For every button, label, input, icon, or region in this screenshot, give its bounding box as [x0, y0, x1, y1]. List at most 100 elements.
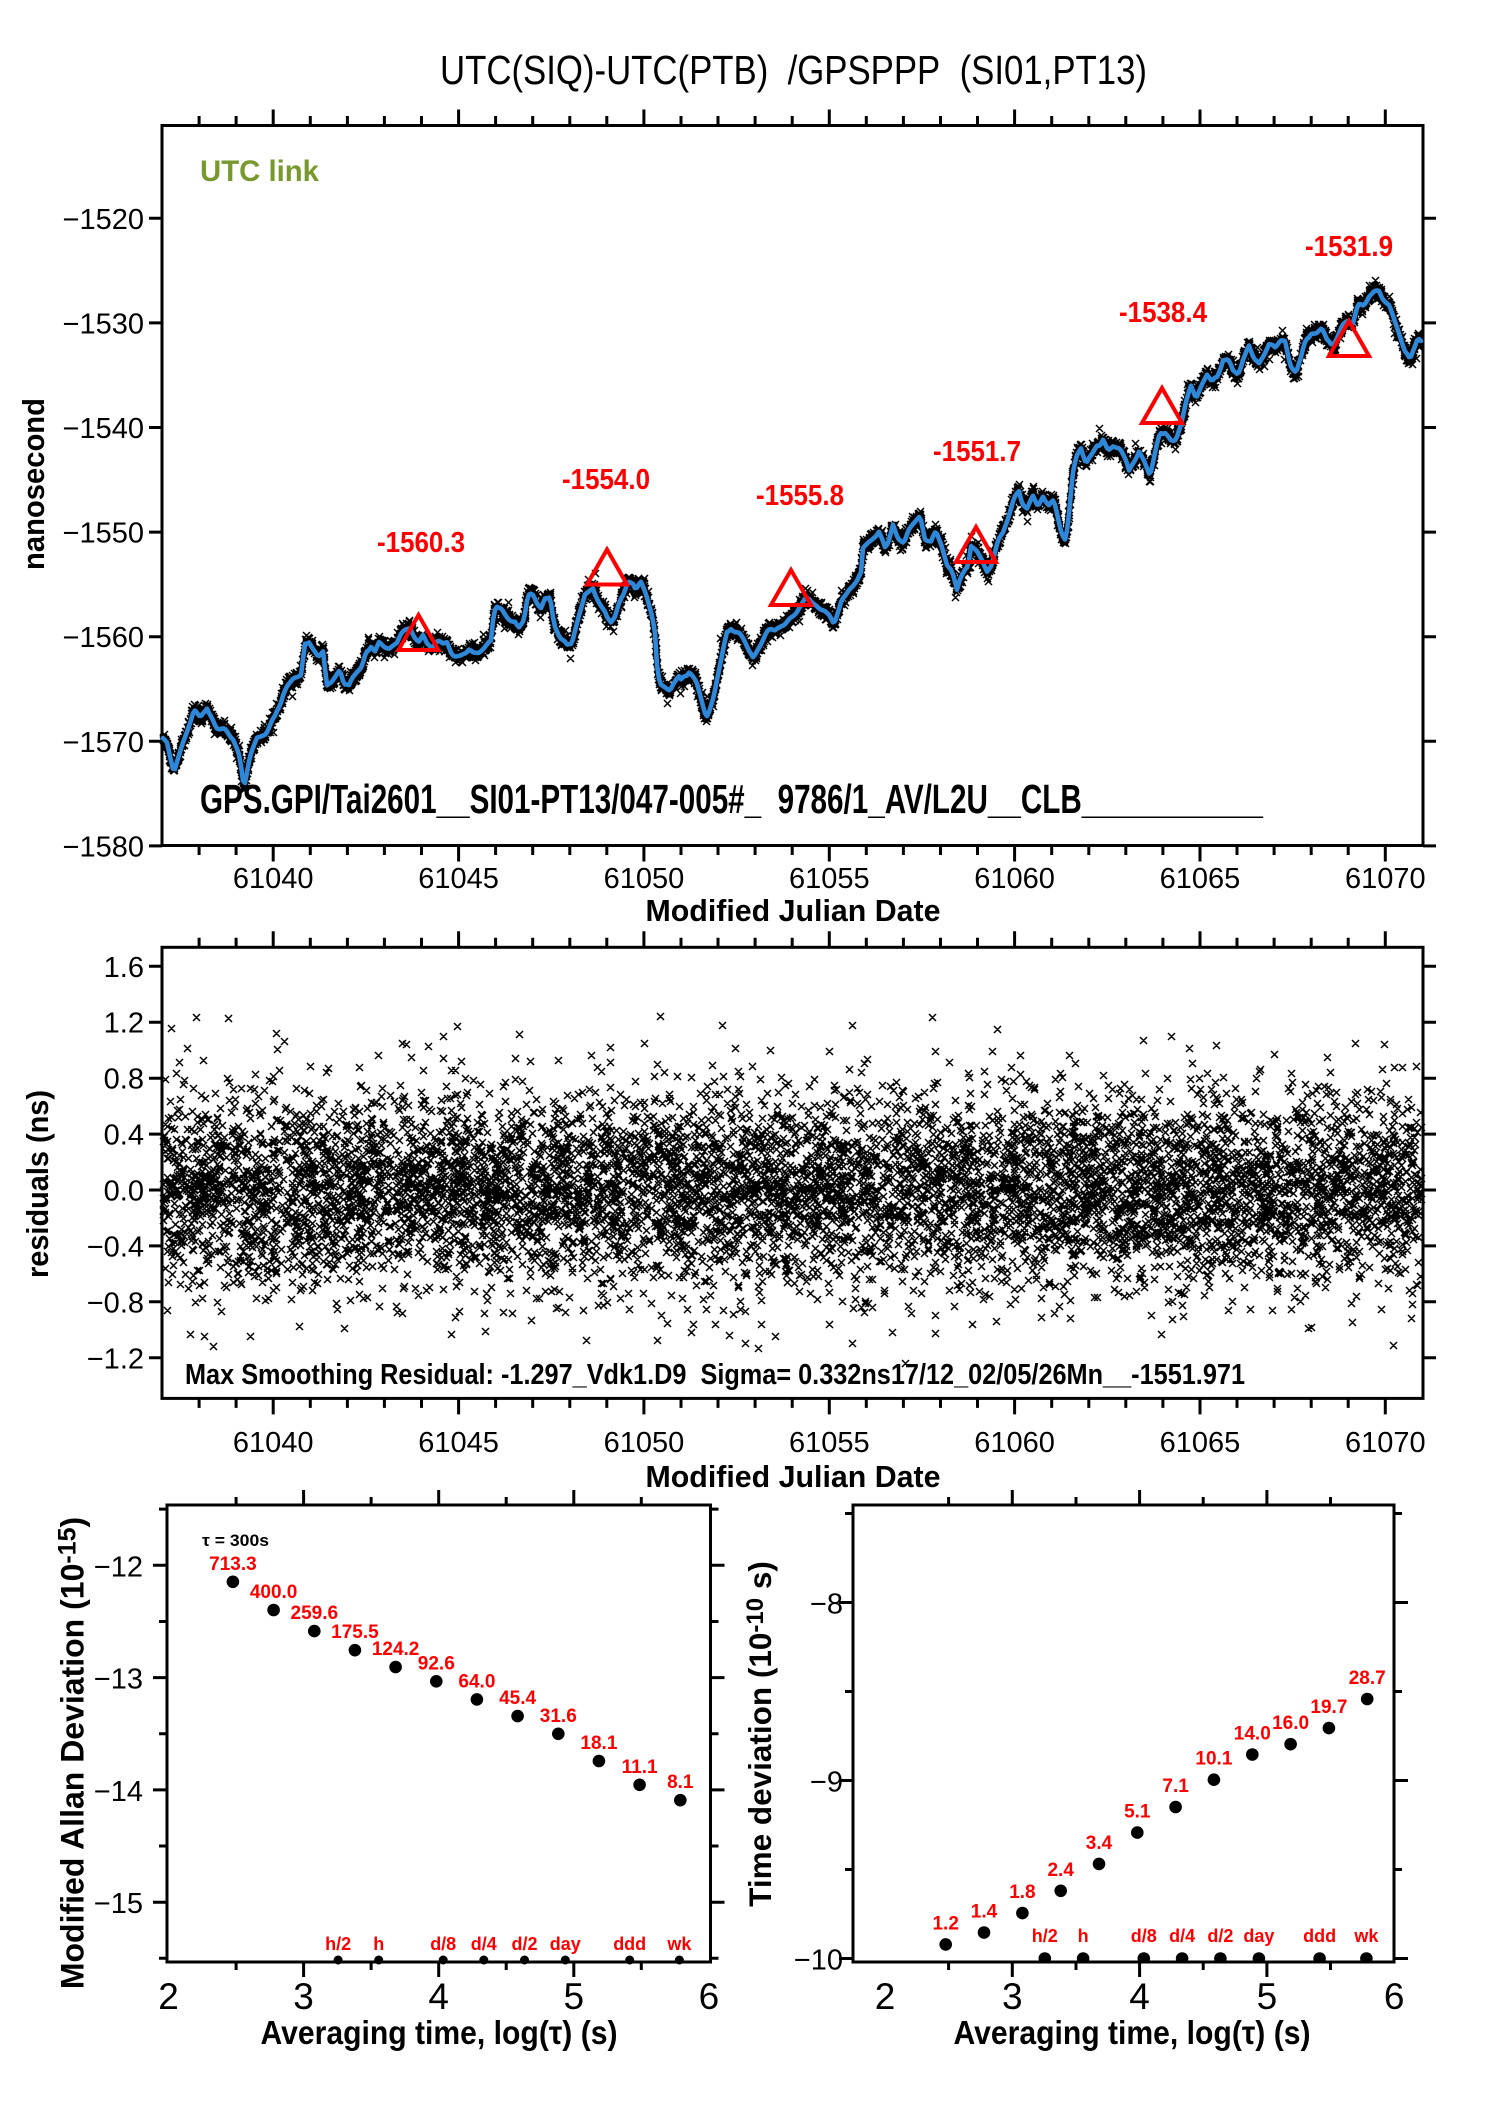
svg-text:−8: −8: [810, 1589, 843, 1621]
svg-text:−1530: −1530: [63, 308, 144, 340]
svg-text:h/2: h/2: [325, 1934, 351, 1954]
svg-text:UTC link: UTC link: [200, 155, 319, 188]
svg-text:0.0: 0.0: [104, 1176, 144, 1208]
svg-text:−10: −10: [794, 1945, 843, 1977]
svg-text:61040: 61040: [233, 1427, 314, 1459]
svg-text:Max Smoothing Residual: -1.297: Max Smoothing Residual: -1.297_Vdk1.D9 S…: [185, 1359, 1245, 1391]
svg-text:Modified Julian Date: Modified Julian Date: [646, 1459, 941, 1494]
svg-text:61070: 61070: [1345, 1427, 1426, 1459]
svg-text:6: 6: [699, 1976, 720, 2017]
svg-text:16.0: 16.0: [1272, 1713, 1309, 1734]
svg-text:h: h: [373, 1934, 384, 1954]
svg-text:-1554.0: -1554.0: [562, 464, 650, 496]
svg-text:18.1: 18.1: [580, 1733, 617, 1754]
svg-text:0.4: 0.4: [104, 1120, 144, 1152]
svg-text:1.4: 1.4: [971, 1902, 998, 1923]
svg-text:ddd: ddd: [1303, 1926, 1336, 1946]
svg-text:64.0: 64.0: [458, 1671, 495, 1692]
svg-text:day: day: [1243, 1926, 1274, 1946]
svg-text:−1570: −1570: [63, 727, 144, 759]
svg-text:d/8: d/8: [1131, 1926, 1157, 1946]
svg-text:11.1: 11.1: [622, 1757, 658, 1778]
svg-text:3: 3: [1002, 1976, 1023, 2017]
svg-text:4: 4: [428, 1976, 449, 2017]
svg-text:61060: 61060: [974, 863, 1055, 895]
svg-text:259.6: 259.6: [291, 1603, 339, 1624]
svg-text:−1540: −1540: [63, 413, 144, 445]
svg-text:2.4: 2.4: [1047, 1860, 1074, 1881]
svg-text:d/8: d/8: [430, 1934, 456, 1954]
svg-text:Averaging time, log(τ) (s): Averaging time, log(τ) (s): [954, 2014, 1311, 2051]
svg-text:175.5: 175.5: [331, 1622, 379, 1643]
svg-text:5: 5: [1257, 1976, 1278, 2017]
svg-text:2: 2: [875, 1976, 896, 2017]
svg-text:61065: 61065: [1160, 1427, 1241, 1459]
svg-text:−1580: −1580: [63, 831, 144, 863]
svg-text:−1550: −1550: [63, 518, 144, 550]
svg-text:61055: 61055: [789, 863, 870, 895]
svg-text:61065: 61065: [1160, 863, 1241, 895]
svg-text:nanosecond: nanosecond: [16, 398, 51, 570]
svg-text:τ = 300s: τ = 300s: [202, 1532, 269, 1550]
svg-text:h: h: [1078, 1926, 1089, 1946]
svg-text:19.7: 19.7: [1310, 1697, 1347, 1718]
svg-text:61045: 61045: [418, 863, 499, 895]
svg-text:92.6: 92.6: [418, 1653, 455, 1674]
svg-text:10.1: 10.1: [1195, 1749, 1232, 1770]
svg-text:61045: 61045: [418, 1427, 499, 1459]
svg-text:-1555.8: -1555.8: [756, 480, 844, 512]
svg-text:2: 2: [158, 1976, 179, 2017]
svg-text:61055: 61055: [789, 1427, 870, 1459]
svg-text:d/2: d/2: [1207, 1926, 1233, 1946]
svg-text:61070: 61070: [1345, 863, 1426, 895]
svg-text:-1531.9: -1531.9: [1305, 231, 1393, 263]
svg-text:ddd: ddd: [613, 1934, 646, 1954]
svg-text:1.8: 1.8: [1009, 1882, 1035, 1903]
svg-text:31.6: 31.6: [540, 1706, 577, 1727]
svg-text:Modified Julian Date: Modified Julian Date: [646, 893, 941, 928]
svg-text:61060: 61060: [974, 1427, 1055, 1459]
svg-text:−0.8: −0.8: [87, 1287, 144, 1319]
svg-text:-1538.4: -1538.4: [1119, 297, 1207, 329]
svg-text:3: 3: [293, 1976, 314, 2017]
svg-text:Time deviation (10-10 s): Time deviation (10-10 s): [742, 1561, 778, 1907]
svg-text:day: day: [550, 1934, 581, 1954]
svg-text:−1520: −1520: [63, 204, 144, 236]
svg-text:7.1: 7.1: [1162, 1776, 1189, 1797]
svg-text:1.6: 1.6: [104, 952, 144, 984]
svg-text:wk: wk: [1353, 1926, 1379, 1946]
svg-text:61050: 61050: [604, 1427, 685, 1459]
svg-text:14.0: 14.0: [1234, 1724, 1271, 1745]
svg-text:Modified Allan Deviation (10-1: Modified Allan Deviation (10-15): [54, 1517, 91, 1989]
svg-text:−12: −12: [94, 1551, 143, 1583]
svg-text:400.0: 400.0: [250, 1582, 298, 1603]
svg-text:d/4: d/4: [471, 1934, 497, 1954]
svg-text:GPS.GPI/Tai2601__SI01-PT13/047: GPS.GPI/Tai2601__SI01-PT13/047-005#_ 978…: [200, 776, 1264, 822]
svg-text:4: 4: [1129, 1976, 1150, 2017]
svg-text:61040: 61040: [233, 863, 314, 895]
svg-text:wk: wk: [666, 1934, 692, 1954]
svg-text:−0.4: −0.4: [87, 1231, 144, 1263]
svg-text:UTC(SIQ)-UTC(PTB) /GPSPPP (S: UTC(SIQ)-UTC(PTB) /GPSPPP (SI01,PT13): [440, 47, 1147, 93]
svg-text:−1.2: −1.2: [87, 1343, 144, 1375]
svg-text:61050: 61050: [604, 863, 685, 895]
svg-text:124.2: 124.2: [372, 1639, 420, 1660]
svg-text:−14: −14: [94, 1776, 143, 1808]
svg-text:3.4: 3.4: [1086, 1833, 1113, 1854]
svg-text:−13: −13: [94, 1664, 143, 1696]
svg-text:residuals (ns): residuals (ns): [20, 1090, 55, 1278]
svg-text:45.4: 45.4: [499, 1688, 536, 1709]
svg-text:1.2: 1.2: [932, 1913, 958, 1934]
svg-text:8.1: 8.1: [667, 1772, 694, 1793]
svg-text:28.7: 28.7: [1349, 1668, 1386, 1689]
svg-text:0.8: 0.8: [104, 1064, 144, 1096]
svg-text:713.3: 713.3: [209, 1554, 257, 1575]
svg-text:6: 6: [1384, 1976, 1405, 2017]
svg-text:-1560.3: -1560.3: [377, 527, 465, 559]
svg-text:−1560: −1560: [63, 622, 144, 654]
svg-text:h/2: h/2: [1032, 1926, 1058, 1946]
svg-text:−9: −9: [810, 1767, 843, 1799]
svg-text:d/2: d/2: [511, 1934, 537, 1954]
svg-text:5.1: 5.1: [1124, 1802, 1151, 1823]
svg-text:d/4: d/4: [1169, 1926, 1195, 1946]
